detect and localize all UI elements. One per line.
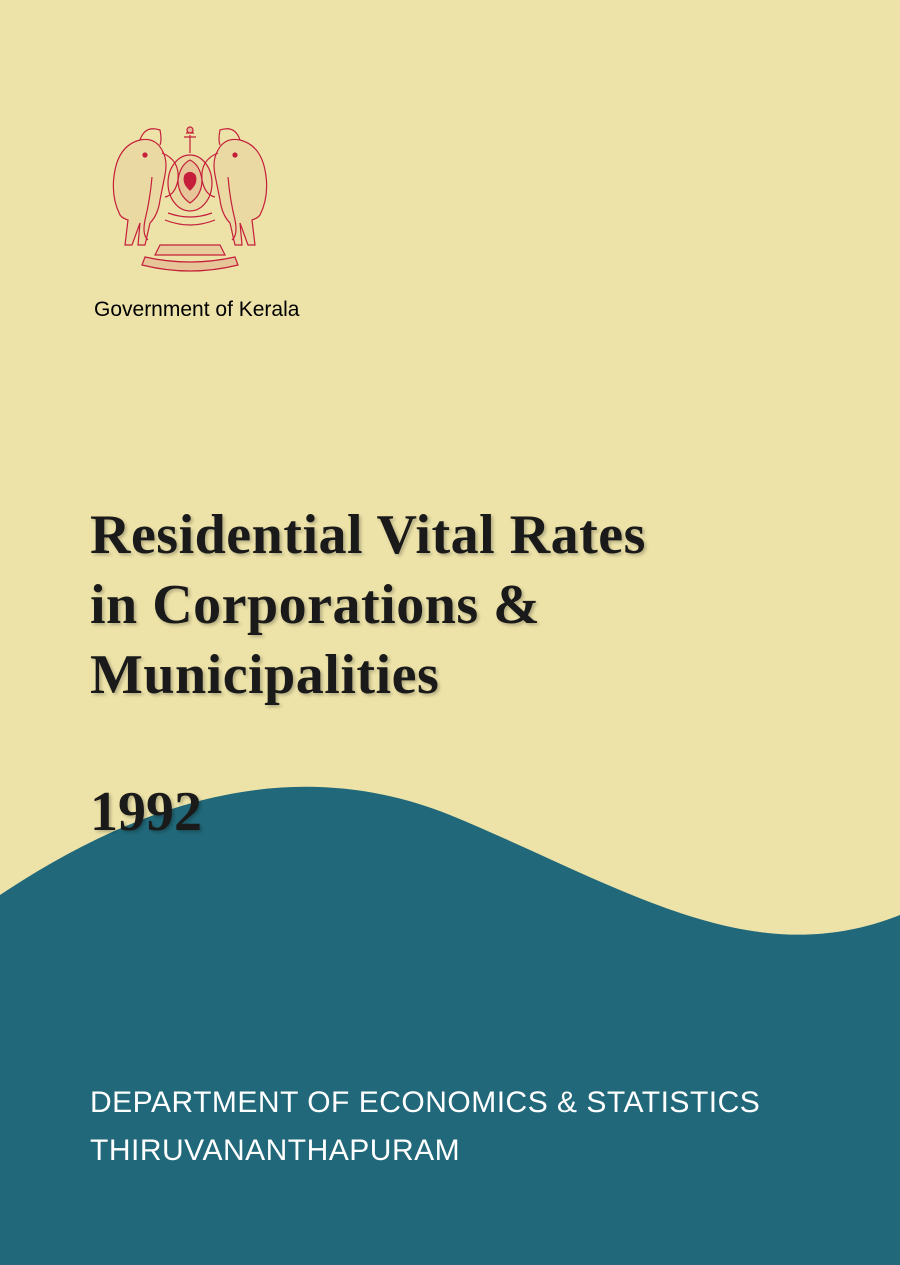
title-block: Residential Vital Rates in Corporations … (90, 500, 840, 844)
title-line-2: in Corporations & (90, 570, 840, 640)
title-line-1: Residential Vital Rates (90, 500, 840, 570)
department-line-2: THIRUVANANTHAPURAM (90, 1127, 760, 1175)
department-block: DEPARTMENT OF ECONOMICS & STATISTICS THI… (90, 1079, 760, 1175)
department-line-1: DEPARTMENT OF ECONOMICS & STATISTICS (90, 1079, 760, 1127)
title-year: 1992 (90, 780, 840, 844)
kerala-emblem-icon (90, 105, 290, 285)
government-label: Government of Kerala (94, 298, 299, 322)
emblem-block: Government of Kerala (90, 105, 299, 322)
title-line-3: Municipalities (90, 640, 840, 710)
main-title: Residential Vital Rates in Corporations … (90, 500, 840, 710)
